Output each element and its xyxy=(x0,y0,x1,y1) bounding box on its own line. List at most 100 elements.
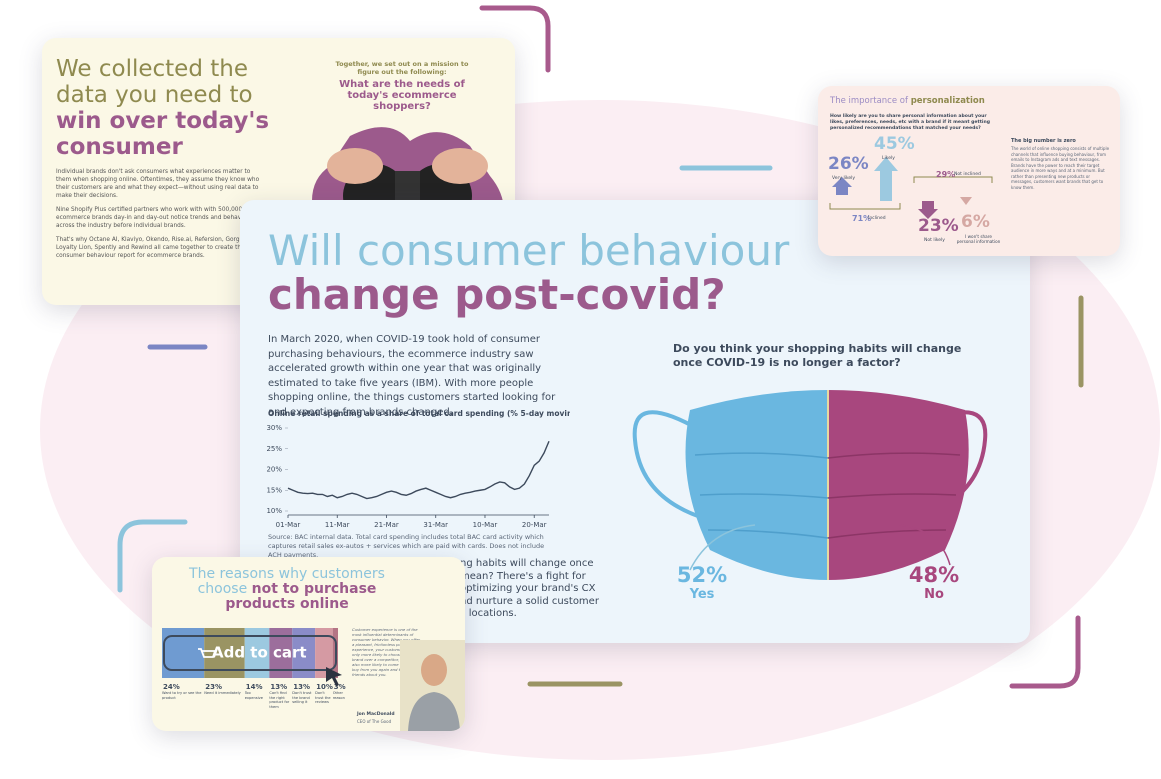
reasons-bar: 24%Want to try or see the product23%Need… xyxy=(162,628,346,709)
stat-value: 26% xyxy=(828,154,869,174)
reason-value: 23% xyxy=(205,683,222,691)
line-chart: Online retail spending as a share of tot… xyxy=(266,409,570,529)
side-heading: The big number is zero xyxy=(1011,138,1076,144)
answer-label: No xyxy=(924,587,944,602)
stat-label: Very likely xyxy=(832,176,856,181)
reason-label: Can't find the right product for them xyxy=(269,691,290,709)
reason-label: Too expensive xyxy=(244,691,263,700)
heading-bold: win over today's consumer xyxy=(56,108,270,160)
chart-title: Online retail spending as a share of tot… xyxy=(268,409,570,418)
line-series xyxy=(287,441,550,500)
deco-line xyxy=(117,519,188,593)
y-tick-label: 20% xyxy=(266,466,282,474)
stat-value: 29% xyxy=(936,170,956,179)
stat-label: Inclined xyxy=(868,216,886,221)
source: Source: BAC internal data. Total card sp… xyxy=(268,533,545,559)
paragraph: Individual brands don't ask consumers wh… xyxy=(56,169,260,199)
reason-value: 3% xyxy=(334,683,346,691)
reason-label: Don't trust the reviews xyxy=(315,691,331,704)
pointer xyxy=(899,524,951,566)
button-label: Add to cart xyxy=(212,644,307,662)
card-title-bold: personalization xyxy=(910,96,985,106)
reason-label: Other reason xyxy=(332,691,345,700)
question: How likely are you to share personal inf… xyxy=(830,114,991,131)
reason-label: Don't trust the brand selling it xyxy=(292,691,312,704)
arrows xyxy=(829,157,993,219)
stat-value: 71% xyxy=(852,214,872,223)
continued: ng habits will change once mean? There's… xyxy=(460,558,599,621)
answer-label: Yes xyxy=(689,587,715,602)
reason-label-box: Need it immediately xyxy=(204,691,241,695)
continued-line: ng habits will change once xyxy=(460,558,594,569)
shirt xyxy=(408,692,460,731)
cart-icon xyxy=(198,648,217,658)
reason-label-box: Don't trust the reviews xyxy=(315,691,331,704)
stat-label: Likely xyxy=(882,156,895,161)
arrow-down xyxy=(918,201,938,219)
x-tick-label: 31-Mar xyxy=(423,521,448,529)
deco-line xyxy=(1009,615,1081,689)
continued-line: ll locations. xyxy=(460,608,517,619)
stat-label: Not inclined xyxy=(954,172,981,177)
x-tick-label: 20-Mar xyxy=(522,521,547,529)
pointer xyxy=(689,524,756,571)
reason-value: 13% xyxy=(293,683,310,691)
mask-left xyxy=(685,390,828,580)
stat-value: 6% xyxy=(961,212,990,232)
intro: In March 2020, when COVID-19 took hold o… xyxy=(268,334,556,418)
portrait xyxy=(400,640,465,731)
arrow-up xyxy=(874,157,898,201)
reasons-title-text: The reasons why customers choose xyxy=(189,566,385,597)
hand xyxy=(327,148,383,184)
answer-no: 48% No xyxy=(904,563,964,602)
mask-right xyxy=(828,390,969,580)
main-title-bold: change post-covid? xyxy=(268,270,726,319)
quote: Customer experience is one of the most i… xyxy=(352,627,422,677)
reason-value: 24% xyxy=(163,683,180,691)
mask xyxy=(632,390,988,580)
x-tick-label: 21-Mar xyxy=(374,521,399,529)
reason-label-box: Can't find the right product for them xyxy=(269,691,290,709)
answer-value: 48% xyxy=(908,563,960,587)
reasons-title: The reasons why customers choose not to … xyxy=(172,567,402,612)
stat-label: Not likely xyxy=(924,238,945,243)
x-tick-label: 10-Mar xyxy=(473,521,498,529)
card-title: The importance of personalization xyxy=(830,96,985,106)
reason-segment xyxy=(315,628,333,678)
bracket xyxy=(829,176,993,210)
paragraphs: Individual brands don't ask consumers wh… xyxy=(56,168,266,260)
question: Do you think your shopping habits will c… xyxy=(673,342,962,369)
reason-value: 13% xyxy=(270,683,287,691)
reason-label: Need it immediately xyxy=(204,691,241,695)
continued-line: nd nurture a solid customer xyxy=(460,595,599,607)
personalization-card: The importance of personalization How li… xyxy=(818,86,1120,256)
y-tick-label: 10% xyxy=(266,507,282,515)
continued-line: optimizing your brand's CX xyxy=(460,583,596,594)
y-tick-label: 25% xyxy=(266,445,282,453)
button-outline xyxy=(163,635,337,671)
pleat xyxy=(827,452,961,539)
paragraph: That's why Octane AI, Klaviyo, Okendo, R… xyxy=(56,237,250,259)
card-title-text: The importance of xyxy=(830,96,908,106)
answer-value: 52% xyxy=(676,563,728,587)
x-tick-label: 01-Mar xyxy=(276,521,301,529)
answer-yes: 52% Yes xyxy=(672,563,732,602)
reasons-card: The reasons why customers choose not to … xyxy=(152,557,465,731)
reason-label-box: Want to try or see the product xyxy=(162,691,202,700)
y-tick-label: 15% xyxy=(266,486,282,494)
heading-text: We collected the data you need to xyxy=(56,56,253,108)
y-tick-label: 30% xyxy=(266,424,282,432)
reason-segment xyxy=(292,628,316,678)
reasons-title-bold: not to purchase products online xyxy=(225,581,377,612)
author-role: CEO of The Good xyxy=(357,719,392,724)
reason-label-box: Don't trust the brand selling it xyxy=(292,691,312,704)
reason-label: Want to try or see the product xyxy=(162,691,202,700)
paragraph: Nine Shopify Plus certified partners who… xyxy=(56,207,252,229)
arrow-down xyxy=(960,197,972,205)
stat-value: 45% xyxy=(874,134,915,154)
stat-label: I won't share personal information xyxy=(956,234,1001,244)
reason-label-box: Too expensive xyxy=(244,691,263,700)
side-text: The world of online shopping consists of… xyxy=(1011,146,1110,190)
x-tick-label: 11-Mar xyxy=(325,521,350,529)
